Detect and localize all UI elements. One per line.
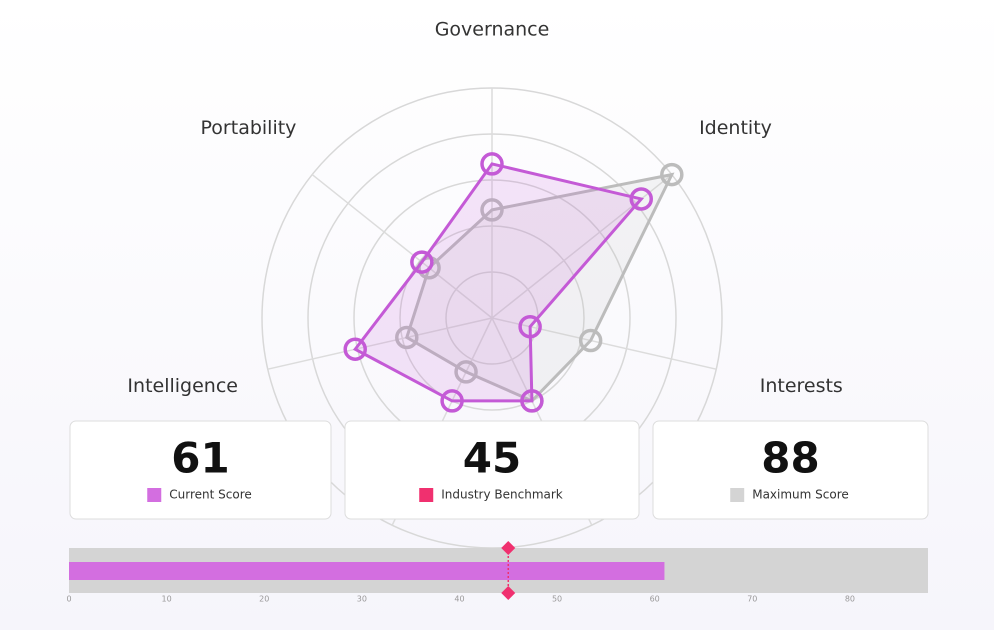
legend-swatch: [730, 488, 745, 502]
cards: 61 Current Score 45 Industry Benchmark 88 Max…: [69, 420, 929, 520]
x-tick-label: 70: [747, 595, 757, 604]
radar-point: [480, 198, 504, 222]
radar-point: [660, 162, 684, 187]
x-tick-label: 40: [454, 595, 464, 604]
legend-swatch: [419, 488, 434, 502]
card: [652, 420, 929, 520]
radar-point: [440, 389, 464, 413]
current-bar: [69, 562, 665, 580]
legend-label: Current Score: [169, 488, 252, 502]
axis-label: Identity: [699, 117, 772, 139]
card-value: 45: [463, 434, 521, 483]
x-tick-label: 60: [650, 595, 660, 604]
x-tick-label: 0: [66, 595, 71, 604]
legend-label: Industry Benchmark: [441, 488, 563, 502]
radar-point: [343, 337, 367, 361]
spoke: [267, 317, 493, 370]
axis-label: Governance: [435, 19, 550, 41]
card: [69, 420, 332, 520]
x-tick-label: 50: [552, 595, 562, 604]
radar-point: [578, 328, 603, 353]
card-value: 88: [761, 434, 819, 483]
radar: Governance Identity Interests Intelligence P…: [127, 19, 843, 549]
radar-point: [454, 360, 478, 384]
x-tick-label: 30: [357, 595, 367, 604]
card-value: 61: [171, 434, 229, 483]
card: [344, 420, 640, 520]
radar-point: [520, 389, 544, 413]
radar-point: [480, 152, 504, 176]
bullet: 0 10 20 30 40 50 60 70 80: [66, 541, 928, 604]
axis-label: Interests: [760, 375, 843, 397]
radar-point: [518, 314, 542, 339]
benchmark-marker: [501, 586, 516, 600]
radar-point: [395, 325, 419, 350]
x-tick-label: 20: [259, 595, 269, 604]
spoke: [311, 174, 493, 319]
axis-label: Portability: [201, 117, 297, 139]
legend-swatch: [147, 488, 162, 502]
x-tick-label: 10: [162, 595, 172, 604]
radar-point: [410, 250, 434, 274]
benchmark-marker: [501, 541, 516, 555]
legend-label: Maximum Score: [752, 488, 849, 502]
radar-area: [352, 162, 645, 403]
radar-point: [629, 187, 654, 211]
x-tick-label: 80: [845, 595, 855, 604]
axis-label: Intelligence: [127, 375, 238, 397]
radar-area: [404, 172, 675, 403]
